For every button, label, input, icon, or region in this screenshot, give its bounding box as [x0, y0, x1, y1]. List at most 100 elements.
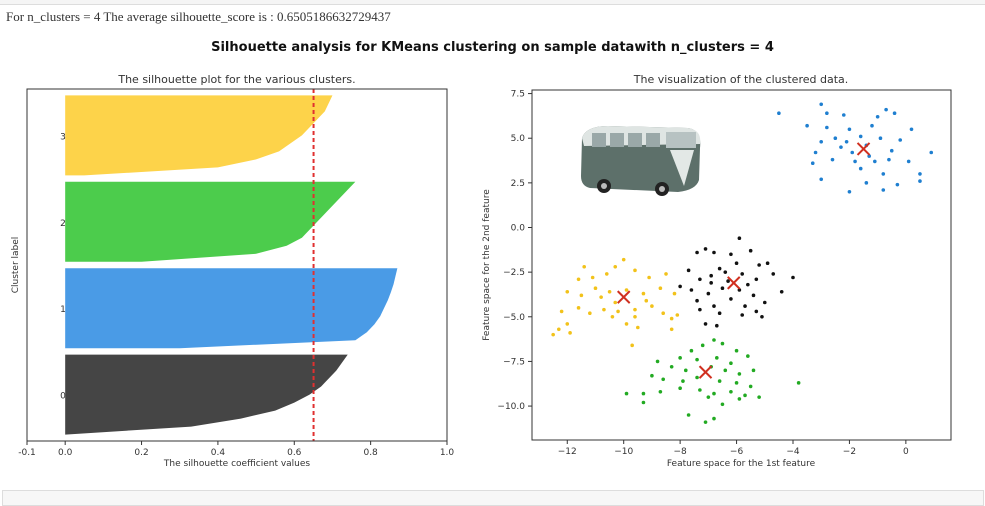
scatter-point [906, 159, 911, 164]
right-chart-title: The visualization of the clustered data. [633, 73, 849, 86]
scatter-point [740, 313, 745, 317]
scatter-point [751, 293, 756, 298]
scatter-point [737, 288, 742, 292]
scatter-point [779, 289, 784, 294]
scatter-point [712, 250, 716, 255]
x-tick-label: −12 [558, 447, 577, 457]
cluster-center-x-marker [856, 142, 871, 156]
left-axes-frame [26, 88, 448, 442]
right-y-axis-label: Feature space for the 2nd feature [482, 189, 492, 341]
y-tick-label: 5.0 [511, 134, 526, 144]
scatter-point [712, 416, 716, 421]
scatter-point [706, 395, 711, 399]
scatter-point [700, 343, 705, 348]
y-tick-label: 7.5 [511, 90, 525, 100]
scatter-point [650, 373, 654, 378]
scatter-point [918, 172, 922, 176]
scatter-point [604, 272, 609, 276]
scatter-point [709, 273, 713, 278]
scatter-point [791, 275, 795, 280]
scatter-point [599, 295, 603, 299]
scatter-point [819, 102, 824, 107]
cluster-label: 0 [60, 392, 66, 402]
scatter-point [754, 309, 759, 314]
scatter-point [881, 188, 886, 192]
scatter-point [661, 311, 666, 316]
scatter-point [726, 279, 730, 283]
scatter-point [881, 172, 886, 176]
scatter-point [819, 139, 824, 144]
scatter-point [633, 307, 637, 312]
scatter-point [748, 384, 753, 389]
scatter-point [847, 127, 852, 132]
scatter-point [576, 306, 581, 310]
scatter-point [717, 379, 722, 383]
scatter-point [712, 338, 716, 342]
scatter-point [898, 138, 903, 142]
scatter-point [884, 107, 888, 112]
x-tick-label: 0.2 [134, 448, 148, 458]
scatter-point [616, 309, 620, 314]
right-x-axis-label: Feature space for the 1st feature [667, 459, 816, 469]
silhouette-band-cluster-0 [65, 354, 348, 435]
scatter-point [678, 284, 682, 289]
scatter-point [695, 357, 699, 362]
scatter-point [557, 327, 561, 332]
scatter-point [712, 391, 716, 396]
scatter-point [644, 298, 649, 303]
scatter-point [593, 286, 598, 291]
scatter-point [709, 281, 713, 285]
scatter-point [771, 272, 776, 276]
scatter-point [850, 150, 855, 155]
cluster-label: 1 [60, 305, 66, 315]
scatter-point [825, 125, 829, 130]
center-marker-stroke [698, 365, 713, 379]
x-tick-label: −8 [673, 447, 687, 457]
x-tick-label: 1.0 [440, 448, 455, 458]
scatter-point [751, 368, 756, 373]
scatter-point [757, 395, 761, 399]
scatter-point [590, 275, 595, 280]
scatter-point [658, 286, 663, 291]
scatter-point [613, 300, 618, 305]
scatter-point [777, 111, 781, 116]
scatter-point [746, 282, 750, 287]
scatter-point [720, 402, 725, 407]
scatter-point [655, 359, 660, 364]
scatter-point [551, 332, 555, 337]
scatter-point [650, 304, 654, 308]
scatter-point [805, 123, 809, 128]
scatter-point [737, 397, 742, 401]
scatter-point [717, 266, 722, 271]
scatter-point [909, 127, 914, 132]
scatter-point [703, 247, 708, 251]
x-tick-label: −10 [614, 447, 633, 457]
scatter-point [568, 331, 572, 335]
x-tick-label: 0.8 [363, 448, 378, 458]
scatter-point [723, 270, 728, 274]
scatter-point [664, 272, 668, 276]
scatter-point [819, 177, 824, 182]
scatter-point [844, 139, 849, 144]
scatter-point [858, 166, 863, 171]
scatter-point [695, 375, 699, 380]
scatter-point [683, 368, 688, 373]
silhouette-band-cluster-3 [65, 95, 333, 176]
scatter-point [565, 322, 570, 326]
scatter-point [703, 420, 708, 424]
scatter-point [813, 150, 818, 155]
scatter-point [810, 161, 815, 166]
scatter-point [889, 148, 894, 153]
x-tick-label: 0 [903, 447, 909, 457]
scatter-point [698, 277, 702, 282]
left-x-axis-label: The silhouette coefficient values [163, 459, 311, 469]
y-tick-label: −10.0 [497, 402, 525, 412]
cluster-center-x-marker [698, 365, 713, 379]
cluster-center-x-marker [616, 290, 631, 304]
scatter-point [729, 389, 733, 394]
scatter-point [641, 391, 646, 396]
scatter-point [669, 316, 674, 321]
scatter-point [737, 372, 742, 376]
scatter-point [847, 189, 852, 194]
